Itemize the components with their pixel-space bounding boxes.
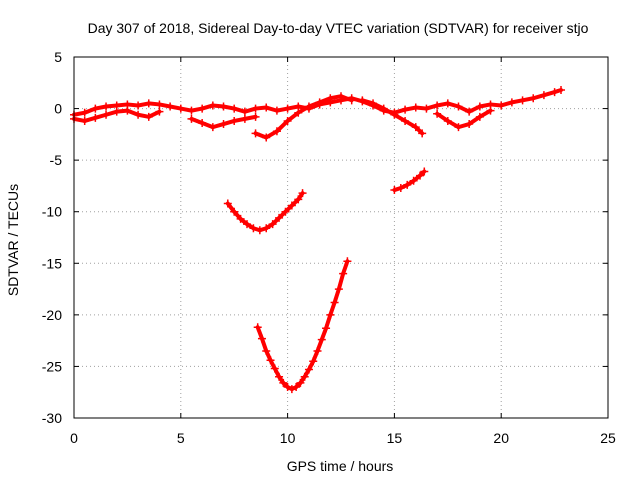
chart-title: Day 307 of 2018, Sidereal Day-to-day VTE… [88, 20, 589, 36]
x-tick-label: 10 [280, 430, 296, 446]
x-tick-label: 20 [493, 430, 509, 446]
data-trace [445, 118, 461, 130]
data-trace [264, 129, 279, 140]
y-axis-label: SDTVAR / TECUs [5, 184, 21, 296]
data-point [343, 257, 352, 266]
data-point [557, 86, 566, 95]
y-tick-label: 0 [54, 101, 62, 117]
data-point [298, 189, 307, 198]
data-point [418, 129, 427, 138]
data-trace [403, 118, 418, 130]
y-tick-label: -15 [42, 255, 62, 271]
data-trace [467, 114, 482, 127]
data-trace [274, 118, 290, 134]
data-trace [392, 112, 408, 123]
data-point [251, 112, 260, 121]
data-trace [146, 109, 162, 119]
x-tick-label: 15 [387, 430, 403, 446]
data-trace [381, 106, 397, 117]
y-tick-label: -5 [50, 152, 63, 168]
data-trace [435, 111, 450, 123]
plot-frame [73, 56, 609, 419]
data-points [70, 86, 566, 394]
axis-ticks: 0 5 10 15 20 25 5 0 -5 -10 -15 -20 -25 -30 [42, 49, 616, 446]
data-trace [477, 108, 493, 119]
y-tick-label: -25 [42, 358, 62, 374]
x-tick-label: 25 [600, 430, 616, 446]
data-point [155, 107, 164, 116]
x-tick-label: 0 [70, 430, 78, 446]
x-tick-label: 5 [177, 430, 185, 446]
y-tick-label: -20 [42, 307, 62, 323]
grid [74, 57, 608, 418]
y-tick-label: 5 [54, 49, 62, 65]
data-trace [285, 110, 301, 123]
data-point [420, 167, 429, 176]
data-trace [296, 104, 311, 115]
data-point [347, 96, 356, 105]
data-trace [413, 125, 425, 136]
y-tick-label: -30 [42, 410, 62, 426]
y-tick-label: -10 [42, 204, 62, 220]
x-axis-label: GPS time / hours [287, 458, 394, 474]
data-point [486, 106, 495, 115]
